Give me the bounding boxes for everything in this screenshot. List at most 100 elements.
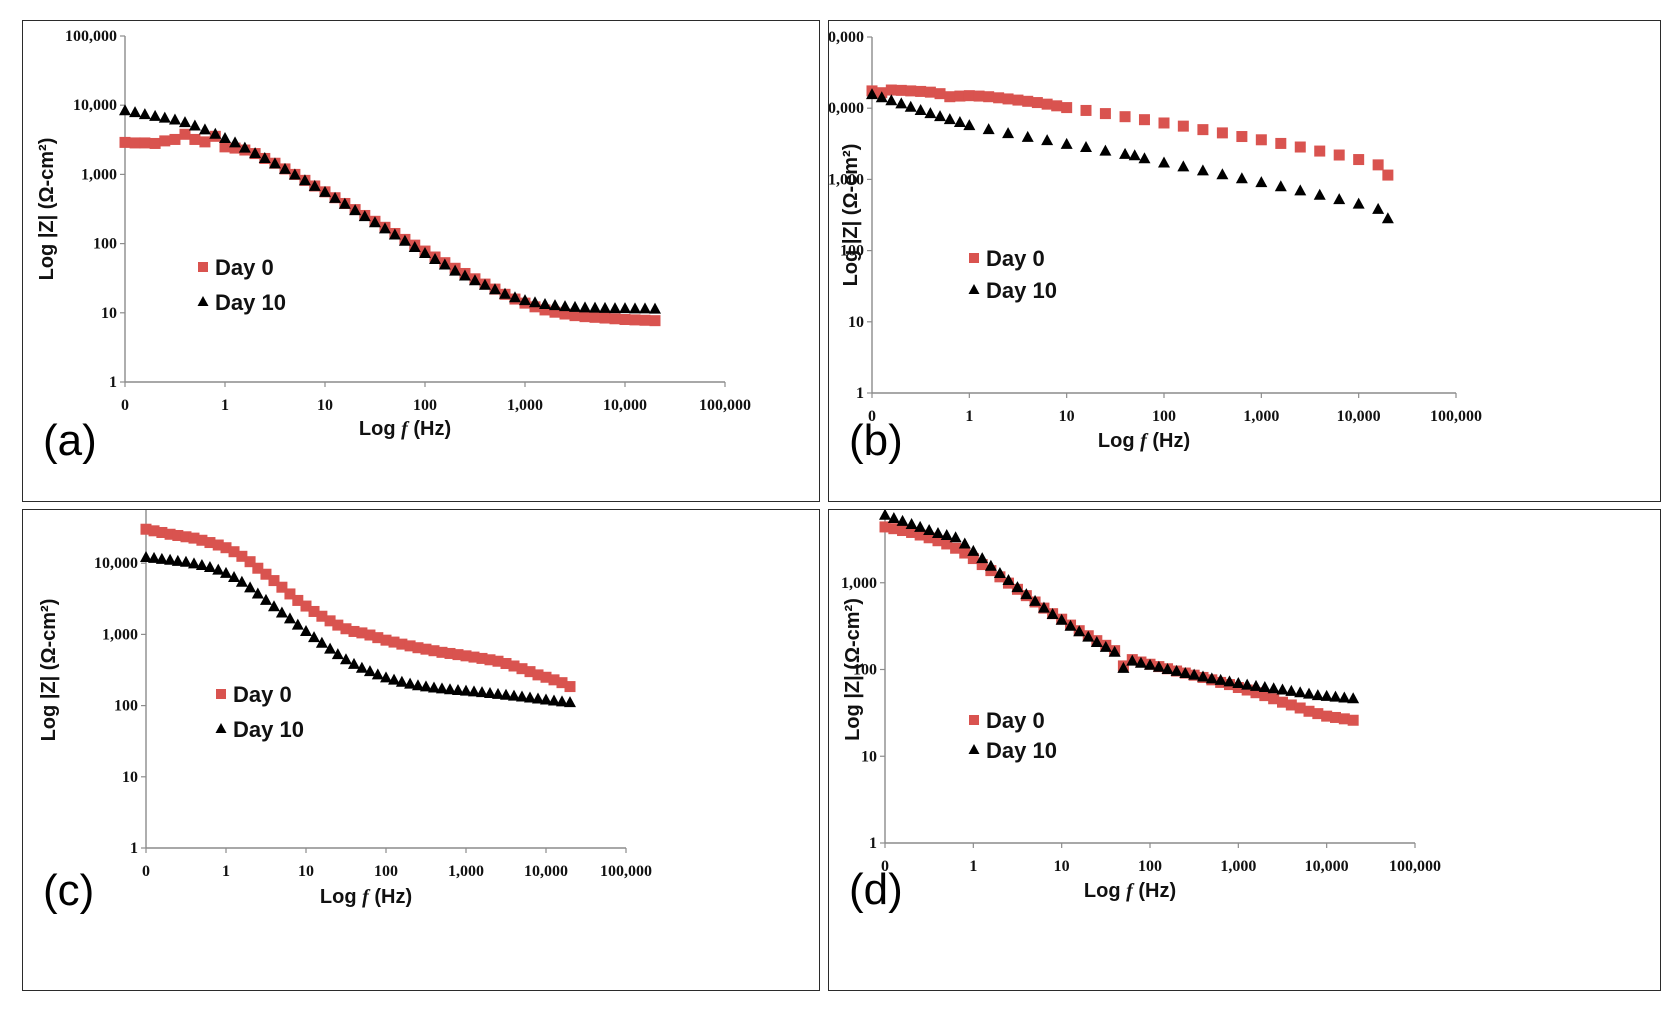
data-point-day-10 xyxy=(943,113,956,125)
data-point-day-0 xyxy=(1312,708,1324,720)
data-point-day-10 xyxy=(649,302,662,314)
data-point-day-0 xyxy=(244,556,256,568)
data-point-day-0 xyxy=(189,133,201,145)
data-point-day-10 xyxy=(347,657,360,669)
data-point-day-10 xyxy=(963,119,976,131)
data-point-day-10 xyxy=(1274,180,1287,192)
data-point-day-10 xyxy=(283,612,296,624)
data-point-day-10 xyxy=(875,91,888,103)
data-point-day-10 xyxy=(148,551,161,563)
data-point-day-10 xyxy=(468,685,481,697)
data-point-day-0 xyxy=(220,542,232,554)
x-tick-label: 1 xyxy=(969,858,977,875)
legend: Day 0 Day 10 xyxy=(215,682,304,742)
data-point-day-10 xyxy=(1372,202,1385,214)
data-point-day-0 xyxy=(212,539,224,551)
data-point-day-0 xyxy=(1303,705,1315,717)
data-point-day-10 xyxy=(1196,164,1209,176)
data-point-day-0 xyxy=(284,588,296,600)
legend-label: Day 0 xyxy=(215,255,274,280)
data-point-day-10 xyxy=(1064,619,1077,631)
x-tick-label: 100,000 xyxy=(1430,408,1482,425)
data-point-day-10 xyxy=(958,537,971,549)
data-point-day-0 xyxy=(1294,702,1306,714)
data-point-day-0 xyxy=(1329,711,1341,723)
data-point-day-0 xyxy=(340,623,352,635)
data-point-day-10 xyxy=(339,653,352,665)
data-point-day-0 xyxy=(532,669,544,681)
data-point-day-10 xyxy=(904,100,917,112)
data-point-day-10 xyxy=(1108,645,1121,657)
data-point-day-10 xyxy=(1117,661,1130,673)
data-point-day-0 xyxy=(229,142,241,154)
data-point-day-10 xyxy=(1138,152,1151,164)
data-point-day-10 xyxy=(188,119,201,131)
data-point-day-0 xyxy=(180,531,192,543)
data-point-day-0 xyxy=(436,646,448,658)
data-point-day-10 xyxy=(879,510,891,520)
data-point-day-10 xyxy=(1216,168,1229,180)
data-point-day-10 xyxy=(288,168,301,180)
data-point-day-0 xyxy=(468,651,480,663)
data-point-day-10 xyxy=(578,301,591,313)
data-point-day-0 xyxy=(492,655,504,667)
legend-label: Day 0 xyxy=(986,246,1045,271)
y-tick-label: 100,000 xyxy=(829,29,864,46)
data-point-day-10 xyxy=(278,162,291,174)
data-point-day-10 xyxy=(398,234,411,246)
data-point-day-10 xyxy=(1002,574,1015,586)
legend: Day 0 Day 10 xyxy=(197,255,286,315)
data-point-day-0 xyxy=(1216,127,1228,139)
data-point-day-0 xyxy=(1276,696,1288,708)
series-day-0 xyxy=(866,84,1394,181)
series-day-10 xyxy=(140,551,577,708)
data-point-day-0 xyxy=(1080,104,1092,116)
data-point-day-0 xyxy=(1321,710,1333,722)
data-point-day-10 xyxy=(119,104,131,116)
data-point-day-10 xyxy=(427,681,440,693)
data-point-day-10 xyxy=(168,113,181,125)
data-point-day-0 xyxy=(308,605,320,617)
data-point-day-10 xyxy=(1214,673,1227,685)
data-point-day-0 xyxy=(396,638,408,650)
data-point-day-10 xyxy=(149,109,162,121)
data-point-day-0 xyxy=(1031,97,1043,109)
data-point-day-0 xyxy=(1353,154,1365,166)
data-point-day-10 xyxy=(529,296,542,308)
data-point-day-10 xyxy=(923,524,936,536)
data-point-day-10 xyxy=(639,302,652,314)
data-point-day-10 xyxy=(547,694,560,706)
x-tick-label: 10 xyxy=(298,863,314,880)
data-point-day-10 xyxy=(559,300,572,312)
data-point-day-10 xyxy=(308,179,321,191)
data-point-day-10 xyxy=(1255,176,1268,188)
data-point-day-0 xyxy=(516,663,528,675)
y-tick-label: 1,000 xyxy=(841,575,877,592)
data-point-day-0 xyxy=(428,645,440,657)
data-point-day-10 xyxy=(608,302,621,314)
data-point-day-0 xyxy=(540,671,552,683)
data-point-day-10 xyxy=(419,246,431,258)
data-point-day-10 xyxy=(324,642,337,654)
data-point-day-10 xyxy=(229,136,242,148)
data-point-day-0 xyxy=(1241,684,1253,696)
data-point-day-10 xyxy=(540,693,552,705)
data-point-day-10 xyxy=(1258,681,1271,693)
panel-tag: (a) xyxy=(43,416,97,465)
data-point-day-10 xyxy=(568,300,581,312)
legend-label: Day 0 xyxy=(233,682,292,707)
y-tick-label: 10,000 xyxy=(73,97,117,114)
legend-swatch-day-0 xyxy=(969,715,979,725)
data-point-day-10 xyxy=(934,110,947,122)
data-point-day-0 xyxy=(188,532,200,544)
y-tick-label: 100 xyxy=(93,236,117,253)
data-point-day-10 xyxy=(220,566,232,578)
data-point-day-10 xyxy=(508,291,521,303)
data-point-day-10 xyxy=(378,222,391,234)
data-point-day-10 xyxy=(931,526,944,538)
data-point-day-10 xyxy=(395,675,408,687)
data-point-day-10 xyxy=(1152,660,1165,672)
data-point-day-0 xyxy=(508,660,520,672)
x-axis-label: Log f (Hz) xyxy=(320,886,412,908)
data-point-day-10 xyxy=(507,689,520,701)
